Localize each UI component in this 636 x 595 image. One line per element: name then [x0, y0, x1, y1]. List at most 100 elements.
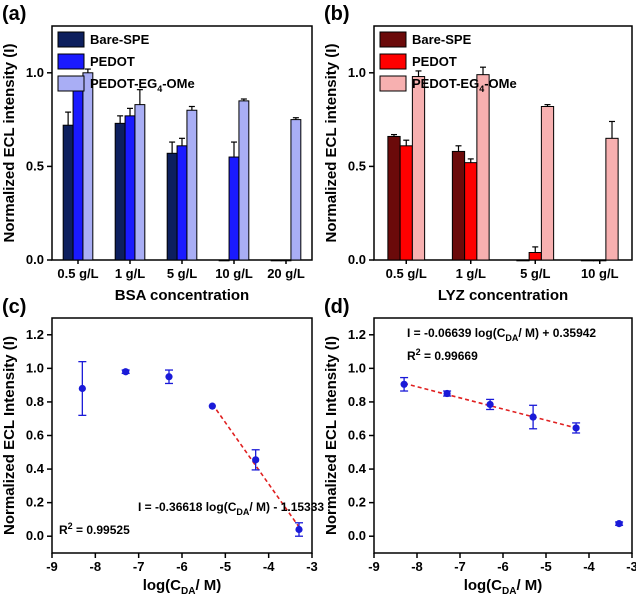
x-tick-label: 10 g/L	[215, 266, 253, 281]
bar	[399, 145, 413, 261]
x-axis-label: BSA concentration	[115, 287, 249, 304]
x-tick-label: 5 g/L	[167, 266, 197, 281]
legend-label: PEDOT	[90, 54, 135, 69]
bar	[516, 259, 530, 262]
data-point	[295, 525, 303, 534]
data-point	[78, 384, 86, 393]
fit-line	[403, 382, 577, 429]
data-point	[165, 373, 173, 381]
panel-label: (a)	[2, 3, 26, 25]
panel-label: (d)	[324, 296, 350, 318]
bar	[528, 252, 542, 261]
bar	[82, 72, 94, 261]
x-tick-label: 5 g/L	[520, 266, 550, 281]
data-point	[486, 400, 494, 409]
x-axis-label: log(CDA/ M)	[464, 577, 543, 595]
legend-swatch	[379, 75, 407, 92]
bar	[124, 115, 136, 261]
data-point	[208, 402, 216, 410]
bar	[114, 122, 126, 261]
bar	[387, 135, 401, 261]
legend-swatch	[57, 75, 85, 92]
x-tick-label: 20 g/L	[267, 266, 305, 281]
data-point	[529, 413, 537, 421]
bar	[605, 137, 619, 261]
x-axis-label: log(CDA/ M)	[143, 577, 222, 595]
bar	[476, 74, 490, 261]
x-tick-label: -3	[626, 559, 636, 574]
plot-frame	[373, 25, 633, 261]
bar	[238, 100, 250, 261]
legend-label: PEDOT	[412, 54, 457, 69]
y-tick-label: 1.0	[26, 65, 44, 80]
bar	[280, 259, 292, 262]
x-axis-label: LYZ concentration	[438, 287, 568, 304]
data-point	[615, 520, 623, 528]
bar	[411, 76, 426, 261]
y-axis-label: Normalized ECL Intensity (I)	[1, 336, 18, 535]
bar	[186, 109, 198, 261]
bar	[464, 162, 478, 261]
y-tick-label: 1.0	[26, 360, 44, 375]
data-point	[122, 368, 130, 376]
legend-swatch	[57, 53, 85, 70]
bar	[218, 259, 230, 262]
y-tick-label: 0.5	[26, 158, 44, 173]
y-tick-label: 1.2	[348, 327, 366, 342]
y-tick-label: 0.8	[348, 394, 366, 409]
x-tick-label: -9	[46, 559, 58, 574]
bar	[290, 119, 302, 261]
y-tick-label: 0.4	[348, 461, 367, 476]
y-tick-label: 0.4	[26, 461, 45, 476]
x-tick-label: -5	[540, 559, 552, 574]
bar	[451, 150, 466, 261]
y-tick-label: 0.0	[26, 252, 44, 267]
plot-frame	[51, 317, 313, 554]
fit-equation: I = -0.06639 log(CDA/ M) + 0.35942	[407, 326, 596, 343]
bar	[62, 124, 74, 261]
x-tick-label: -4	[263, 559, 275, 574]
bar	[540, 105, 555, 261]
y-axis-label: Normalized ECL intensity (I)	[1, 44, 18, 243]
fit-equation: I = -0.36618 log(CDA/ M) - 1.15333	[138, 500, 324, 517]
x-tick-label: -6	[176, 559, 188, 574]
legend-label: Bare-SPE	[90, 32, 150, 47]
x-tick-label: 10 g/L	[581, 266, 619, 281]
bar	[176, 145, 188, 261]
data-point	[572, 424, 580, 432]
y-tick-label: 0.5	[348, 158, 366, 173]
y-tick-label: 0.8	[26, 394, 44, 409]
y-tick-label: 1.0	[348, 65, 366, 80]
x-tick-label: 1 g/L	[456, 266, 486, 281]
x-tick-label: -7	[454, 559, 466, 574]
x-tick-label: -5	[220, 559, 232, 574]
bar	[134, 104, 146, 261]
y-tick-label: 0.0	[348, 528, 366, 543]
data-point	[443, 389, 451, 398]
bar	[72, 87, 84, 261]
x-tick-label: -8	[90, 559, 102, 574]
legend-swatch	[379, 31, 407, 48]
y-tick-label: 0.6	[26, 428, 44, 443]
y-axis-label: Normalized ECL Intensity (I)	[323, 336, 340, 535]
panel-label: (c)	[2, 296, 26, 318]
x-tick-label: 0.5 g/L	[386, 266, 427, 281]
bar	[270, 259, 282, 262]
data-point	[400, 380, 408, 388]
r-squared: R2 = 0.99669	[407, 347, 478, 363]
y-tick-label: 0.2	[26, 495, 44, 510]
y-axis-label: Normalized ECL intensity (I)	[323, 44, 340, 243]
r-squared: R2 = 0.99525	[59, 521, 130, 537]
legend-swatch	[379, 53, 407, 70]
x-tick-label: -9	[368, 559, 380, 574]
legend-label: PEDOT-EG4-OMe	[412, 76, 517, 94]
x-tick-label: -7	[133, 559, 145, 574]
y-tick-label: 1.2	[26, 327, 44, 342]
y-tick-label: 0.0	[348, 252, 366, 267]
bar	[228, 156, 240, 261]
x-tick-label: -8	[411, 559, 423, 574]
bar	[593, 259, 607, 262]
y-tick-label: 1.0	[348, 360, 366, 375]
x-tick-label: -6	[497, 559, 509, 574]
